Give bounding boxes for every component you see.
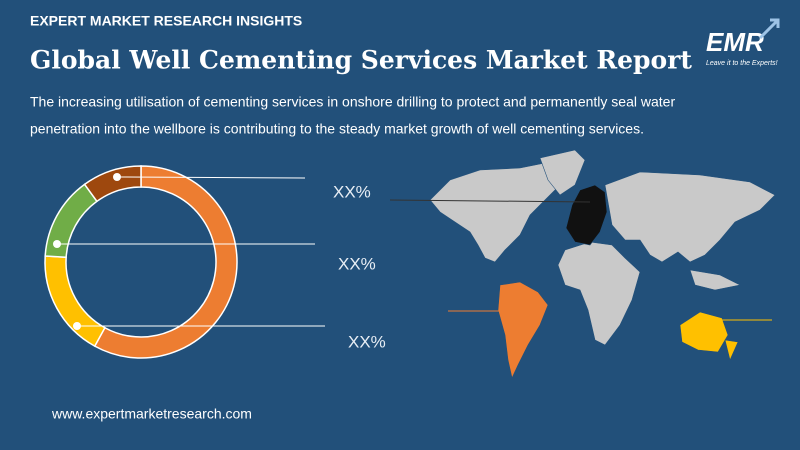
donut-chart: XX% XX% XX%	[44, 165, 386, 359]
leader-dot	[73, 322, 81, 330]
logo: EMR Leave it to the Experts!	[706, 18, 780, 67]
donut-segment	[83, 165, 142, 203]
asia	[604, 171, 776, 263]
logo-tagline: Leave it to the Experts!	[706, 60, 778, 67]
donut-segment	[44, 255, 106, 348]
title: Global Well Cementing Services Market Re…	[30, 46, 692, 75]
description-line: The increasing utilisation of cementing …	[30, 94, 675, 110]
logo-arrow	[758, 18, 780, 40]
australia	[679, 311, 739, 361]
annotation: XX%	[333, 182, 371, 201]
logo-text: EMR	[706, 27, 764, 57]
donut-segment	[44, 183, 98, 259]
description-line: penetration into the wellbore is contrib…	[30, 121, 644, 137]
annotation: XX%	[348, 332, 386, 351]
leader-line	[116, 176, 306, 179]
kicker: EXPERT MARKET RESEARCH INSIGHTS	[30, 13, 302, 29]
leader-line	[389, 199, 591, 203]
donut-segment	[93, 165, 238, 359]
north-america	[429, 159, 576, 263]
website: www.expertmarketresearch.com	[51, 406, 252, 422]
leader-dot	[113, 173, 121, 181]
southeast-asia	[689, 269, 741, 291]
greenland	[539, 149, 586, 196]
africa	[557, 241, 641, 346]
leader-dot	[53, 240, 61, 248]
annotation: XX%	[338, 254, 376, 273]
south-america	[497, 281, 549, 379]
world-map	[389, 149, 776, 379]
europe	[565, 184, 608, 246]
